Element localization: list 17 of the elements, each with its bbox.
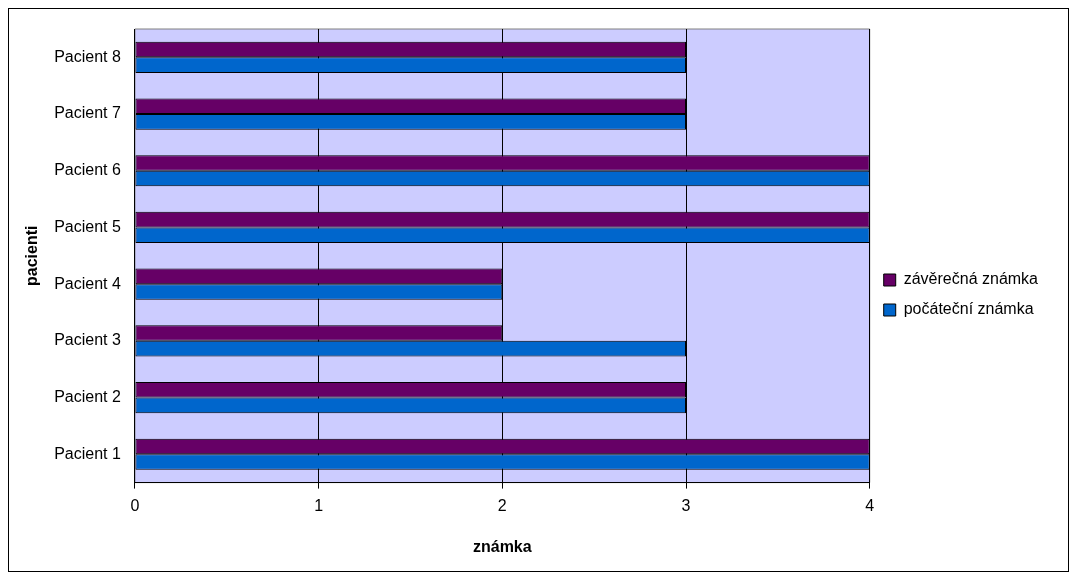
x-tick-label: 0 [130, 496, 140, 514]
y-tick-label: Pacient 5 [54, 217, 121, 235]
x-tick-label: 2 [497, 496, 507, 514]
y-tick-label: Pacient 4 [54, 274, 121, 292]
y-tick-label: Pacient 7 [54, 104, 121, 122]
y-tick-label: Pacient 1 [54, 444, 121, 462]
x-tick-label: 1 [314, 496, 324, 514]
x-tick-label: 3 [681, 496, 691, 514]
y-tick-label: Pacient 8 [54, 47, 121, 65]
y-axis-title: pacienti [23, 225, 41, 287]
legend-label: počáteční známka [903, 300, 1034, 318]
y-tick-label: Pacient 2 [54, 387, 121, 405]
y-tick-label: Pacient 3 [54, 331, 121, 349]
y-tick-label: Pacient 6 [54, 161, 121, 179]
legend-label: závěrečná známka [903, 270, 1039, 288]
x-axis-title: známka [472, 537, 532, 555]
x-tick-label: 4 [865, 496, 875, 514]
